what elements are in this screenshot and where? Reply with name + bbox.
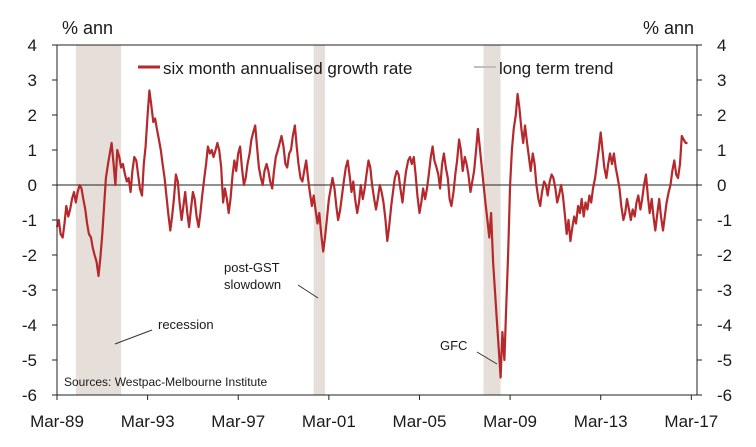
y-tick-label-left: -1 — [22, 211, 37, 230]
x-tick-label: Mar-97 — [211, 412, 265, 431]
y-tick-label-right: 2 — [717, 106, 726, 125]
x-tick-label: Mar-93 — [121, 412, 175, 431]
legend: six month annualised growth rate long te… — [138, 59, 613, 78]
x-tick-label: Mar-17 — [664, 412, 718, 431]
y-tick-label-left: -5 — [22, 351, 37, 370]
y-axis-left: 4 3 2 1 0 -1 -2 -3 -4 -5 -6 — [22, 36, 57, 405]
series-line-six-month-growth — [55, 89, 688, 379]
legend-label-growth: six month annualised growth rate — [163, 59, 412, 78]
shaded-periods — [75, 45, 501, 395]
annotation-leader-gfc — [476, 351, 498, 365]
plot-border — [56, 44, 698, 396]
y-tick-label-right: -4 — [717, 316, 732, 335]
legend-label-trend: long term trend — [499, 59, 613, 78]
y-tick-label-right: -6 — [717, 386, 732, 405]
annotation-post-gst: post-GST — [224, 260, 280, 275]
y-tick-label-right: 0 — [717, 176, 726, 195]
x-tick-label: Mar-89 — [30, 412, 84, 431]
y-tick-label-right: 3 — [717, 71, 726, 90]
x-axis: Mar-89 Mar-93 Mar-97 Mar-01 Mar-05 Mar-09 Mar-… — [30, 395, 718, 431]
y-tick-label-right: 1 — [717, 141, 726, 160]
y-tick-label-left: 1 — [28, 141, 37, 160]
x-tick-label: Mar-13 — [574, 412, 628, 431]
shaded-band-1 — [75, 45, 122, 395]
y-tick-label-left: -3 — [22, 281, 37, 300]
y-tick-label-left: 3 — [28, 71, 37, 90]
annotation-leader-post-gst — [297, 284, 319, 299]
y-tick-label-right: -5 — [717, 351, 732, 370]
y-tick-label-left: 2 — [28, 106, 37, 125]
y-tick-label-left: -6 — [22, 386, 37, 405]
y-axis-right: 4 3 2 1 0 -1 -2 -3 -4 -5 -6 — [697, 36, 732, 405]
y-tick-label-right: -2 — [717, 246, 732, 265]
annotation-recession: recession — [158, 317, 214, 332]
annotations: recession post-GST slowdown GFC — [114, 260, 498, 365]
y-tick-label-left: 4 — [28, 36, 37, 55]
y-unit-right: % ann — [643, 18, 694, 38]
annotation-gfc: GFC — [440, 338, 467, 353]
x-tick-label: Mar-01 — [302, 412, 356, 431]
y-tick-label-right: -1 — [717, 211, 732, 230]
y-tick-label-right: 4 — [717, 36, 726, 55]
annotation-leader-recession — [114, 329, 153, 345]
x-tick-label: Mar-05 — [393, 412, 447, 431]
y-tick-label-left: -2 — [22, 246, 37, 265]
source-note: Sources: Westpac-Melbourne Institute — [64, 375, 268, 389]
x-tick-label: Mar-09 — [483, 412, 537, 431]
y-tick-label-right: -3 — [717, 281, 732, 300]
y-unit-left: % ann — [62, 18, 113, 38]
y-tick-label-left: 0 — [28, 176, 37, 195]
annotation-slowdown: slowdown — [224, 277, 281, 292]
plot-frame — [56, 44, 698, 396]
y-tick-label-left: -4 — [22, 316, 37, 335]
